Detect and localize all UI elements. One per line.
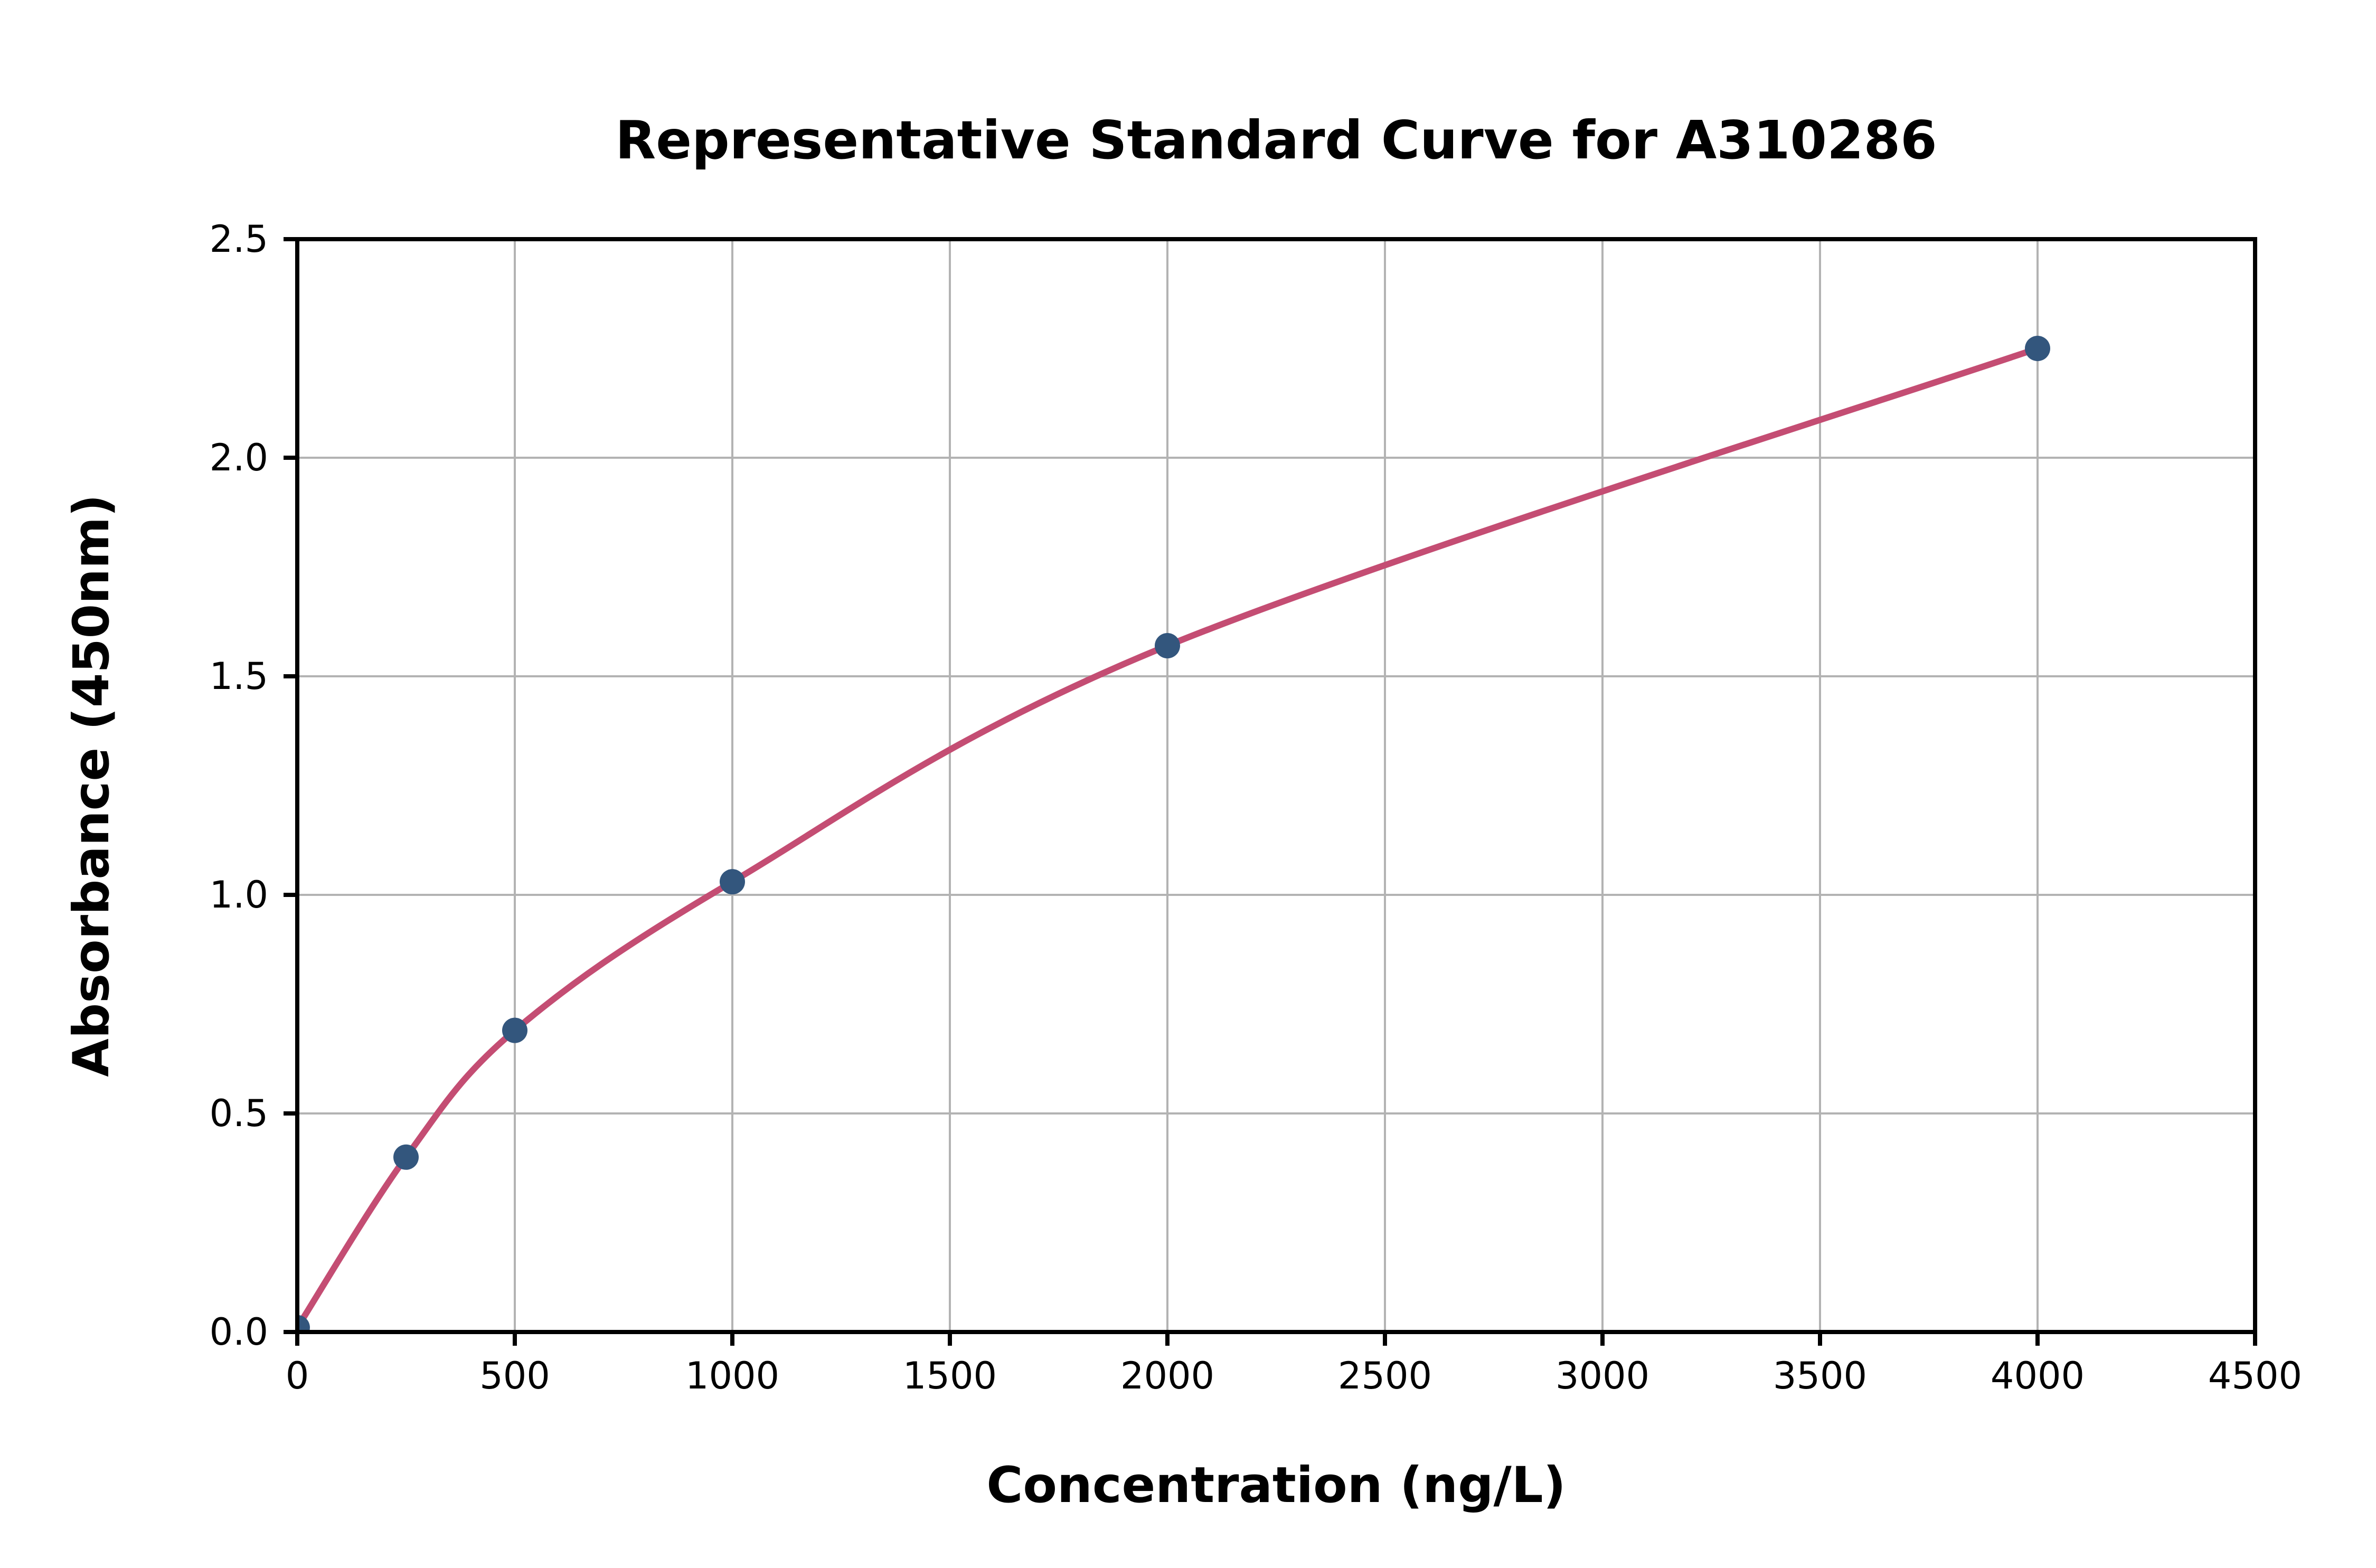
- data-point-marker: [297, 1315, 310, 1332]
- plot-area: [297, 239, 2255, 1332]
- x-tick-label: 4000: [1991, 1354, 2085, 1397]
- data-point-marker: [1155, 633, 1180, 659]
- y-axis-label: Absorbance (450nm): [63, 494, 120, 1077]
- y-tick-label: 1.0: [210, 873, 268, 917]
- axis-ticks: [284, 237, 2257, 1346]
- data-point-marker: [720, 869, 745, 895]
- x-tick-label: 1000: [685, 1354, 779, 1397]
- y-tick-label: 2.5: [210, 218, 268, 261]
- x-axis-label: Concentration (ng/L): [986, 1457, 1566, 1514]
- x-tick-label: 0: [286, 1354, 309, 1397]
- y-tick-label: 1.5: [210, 655, 268, 698]
- x-tick-label: 500: [479, 1354, 550, 1397]
- data-point-marker: [502, 1017, 527, 1043]
- y-tick-label: 0.5: [210, 1092, 268, 1135]
- x-tick-label: 2500: [1338, 1354, 1432, 1397]
- x-tick-label: 1500: [903, 1354, 997, 1397]
- y-tick-label: 2.0: [210, 436, 268, 479]
- chart-title: Representative Standard Curve for A31028…: [615, 109, 1937, 171]
- axes-spines: [295, 237, 2257, 1334]
- x-tick-label: 4500: [2208, 1354, 2302, 1397]
- x-tick-label: 3000: [1555, 1354, 1649, 1397]
- x-tick-label: 2000: [1120, 1354, 1214, 1397]
- axes-box: [295, 237, 2257, 1334]
- y-tick-label: 0.0: [210, 1310, 268, 1354]
- data-point-marker: [2025, 336, 2050, 361]
- data-point-marker: [393, 1144, 419, 1170]
- data-series: [297, 336, 2050, 1332]
- tick-labels: 0 500 1000 1500 2000 2500 3000 3500 4000 4500 0.0 0…: [210, 218, 2302, 1397]
- x-tick-label: 3500: [1773, 1354, 1867, 1397]
